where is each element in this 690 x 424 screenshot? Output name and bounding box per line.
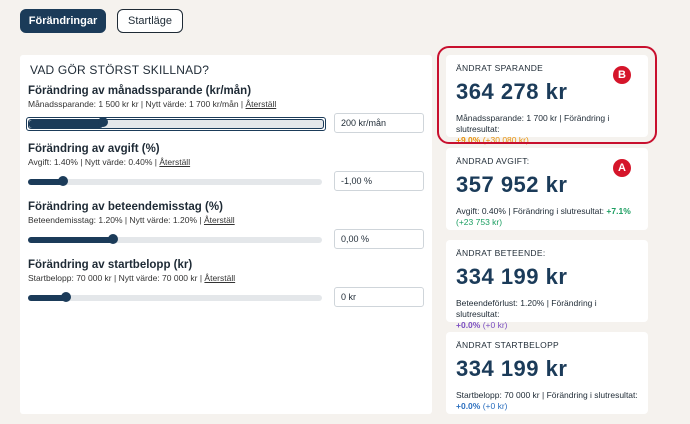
card-delta: +9.0% [456,135,481,145]
monthly-saving-slider[interactable] [26,117,326,131]
section-fee: Förändring av avgift (%) Avgift: 1.40% |… [28,143,424,191]
card-foot-text: Startbelopp: 70 000 kr | Förändring i sl… [456,390,638,400]
tab-startlage[interactable]: Startläge [117,9,183,33]
card-value: 334 199 kr [456,356,568,381]
card-changed-fee: ÄNDRAD AVGIFT: 357 952 kr Avgift: 0.40% … [446,148,648,230]
section-info: Beteendemisstag: 1.20% | Nytt värde: 1.2… [28,215,424,225]
section-info: Månadssparande: 1 500 kr kr | Nytt värde… [28,99,424,109]
card-delta-abs: (+0 kr) [482,401,508,411]
card-label: ÄNDRAT STARTBELOPP [456,340,560,350]
section-behaviour: Förändring av beteendemisstag (%) Beteen… [28,201,424,249]
slider-thumb[interactable] [61,292,72,302]
badge-a: A [613,159,631,177]
slider-fill [28,237,114,243]
start-amount-slider[interactable] [28,292,322,302]
section-title: Förändring av beteendemisstag (%) [28,201,223,213]
section-title: Förändring av månadssparande (kr/mån) [28,85,252,97]
card-changed-start-amount: ÄNDRAT STARTBELOPP 334 199 kr Startbelop… [446,332,648,414]
slider-thumb[interactable] [97,117,108,127]
card-label: ÄNDRAD AVGIFT: [456,156,530,166]
fee-slider[interactable] [28,176,322,186]
section-info: Startbelopp: 70 000 kr | Nytt värde: 70 … [28,273,424,283]
reset-link[interactable]: Återställ [245,99,277,109]
slider-fill [28,295,67,301]
card-delta-abs: (+30 080 kr) [482,135,529,145]
section-info-text: Avgift: 1.40% | Nytt värde: 0.40% | [28,157,157,167]
section-monthly-saving: Förändring av månadssparande (kr/mån) Må… [26,85,424,133]
section-info: Avgift: 1.40% | Nytt värde: 0.40% | Åter… [28,157,424,167]
card-delta: +0.0% [456,320,481,330]
fee-input[interactable]: -1,00 % [334,171,424,191]
behaviour-slider[interactable] [28,234,322,244]
reset-link[interactable]: Återställ [204,273,236,283]
card-changed-behaviour: ÄNDRAT BETEENDE: 334 199 kr Beteendeförl… [446,240,648,330]
card-delta: +7.1% [606,206,631,216]
reset-link[interactable]: Återställ [159,157,191,167]
card-foot: Beteendeförlust: 1.20% | Förändring i sl… [456,298,638,331]
card-delta: +0.0% [456,401,481,411]
slider-fill [29,120,103,128]
card-foot: Avgift: 0.40% | Förändring i slutresulta… [456,206,638,228]
slider-thumb[interactable] [58,176,69,186]
card-foot-text: Månadssparande: 1 700 kr | Förändring i … [456,113,610,134]
section-start-amount: Förändring av startbelopp (kr) Startbelo… [28,259,424,307]
card-value: 334 199 kr [456,264,568,289]
card-label: ÄNDRAT BETEENDE: [456,248,546,258]
card-label: ÄNDRAT SPARANDE [456,63,544,73]
card-delta-abs: (+23 753 kr) [456,217,503,227]
slider-thumb[interactable] [108,234,119,244]
changes-panel: VAD GÖR STÖRST SKILLNAD? Förändring av m… [20,55,432,414]
section-title: Förändring av startbelopp (kr) [28,259,193,271]
badge-b: B [613,66,631,84]
card-delta-abs: (+0 kr) [482,320,508,330]
card-changed-saving: ÄNDRAT SPARANDE 364 278 kr Månadssparand… [446,55,648,145]
section-info-text: Månadssparande: 1 500 kr kr | Nytt värde… [28,99,244,109]
card-foot-text: Avgift: 0.40% | Förändring i slutresulta… [456,206,605,216]
card-value: 364 278 kr [456,79,568,104]
slider-fill [28,179,64,185]
highlight-outline [437,46,657,144]
card-foot: Startbelopp: 70 000 kr | Förändring i sl… [456,390,638,412]
section-title: Förändring av avgift (%) [28,143,160,155]
reset-link[interactable]: Återställ [203,215,235,225]
start-amount-input[interactable]: 0 kr [334,287,424,307]
tab-forandringar[interactable]: Förändringar [20,9,106,33]
card-foot-text: Beteendeförlust: 1.20% | Förändring i sl… [456,298,597,319]
card-foot: Månadssparande: 1 700 kr | Förändring i … [456,113,638,146]
card-value: 357 952 kr [456,172,568,197]
monthly-saving-input[interactable]: 200 kr/mån [334,113,424,133]
section-info-text: Beteendemisstag: 1.20% | Nytt värde: 1.2… [28,215,202,225]
section-info-text: Startbelopp: 70 000 kr | Nytt värde: 70 … [28,273,203,283]
panel-title: VAD GÖR STÖRST SKILLNAD? [30,63,210,77]
behaviour-input[interactable]: 0,00 % [334,229,424,249]
